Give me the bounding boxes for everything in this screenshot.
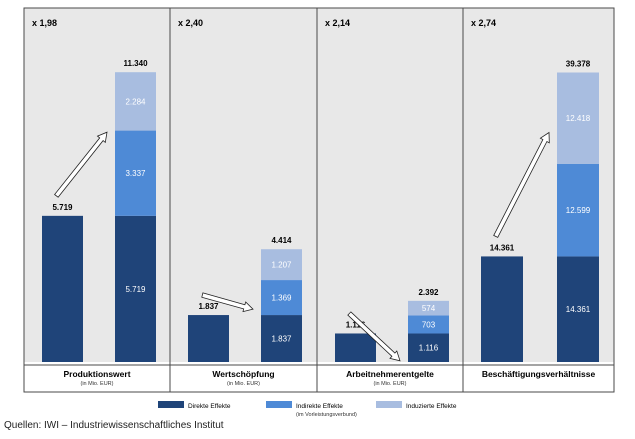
multiplier-label: x 2,74	[471, 18, 496, 28]
legend-label-indirect: Indirekte Effekte	[296, 403, 343, 410]
panel-title: Beschäftigungsverhältnisse	[482, 369, 596, 379]
stack-direct-value: 1.116	[419, 344, 439, 353]
stack-induced	[557, 72, 599, 164]
panel-unit: (in Mio. EUR)	[227, 381, 260, 387]
chart-frame	[23, 7, 615, 393]
panel-unit: (in Mio. EUR)	[80, 381, 113, 387]
growth-arrow-icon	[201, 292, 254, 313]
stack-direct-value: 14.361	[566, 305, 591, 314]
stack-indirect	[557, 163, 599, 257]
bar-direct	[481, 256, 523, 362]
stack-indirect-value: 3.337	[125, 169, 146, 178]
bar-direct-value: 1.116	[346, 320, 366, 329]
stack-direct	[408, 333, 449, 362]
panel-unit: (in Mio. EUR)	[373, 381, 406, 387]
stack-indirect-value: 703	[422, 320, 436, 329]
growth-arrow-icon	[347, 311, 401, 362]
stack-induced	[261, 249, 302, 281]
stack-direct	[557, 256, 599, 362]
stack-direct-value: 1.837	[271, 335, 292, 344]
stack-total-value: 39.378	[566, 60, 591, 69]
stack-induced	[408, 300, 449, 316]
source-note: Quellen: IWI – Industriewissenschaftlich…	[4, 420, 224, 431]
legend-swatch-direct	[158, 401, 184, 408]
stack-direct-value: 5.719	[125, 285, 146, 294]
growth-arrow-icon	[54, 131, 108, 198]
stack-induced-value: 12.418	[566, 114, 591, 123]
multiplier-label: x 1,98	[32, 18, 57, 28]
stack-induced-value: 1.207	[271, 261, 292, 270]
stack-total-value: 11.340	[123, 59, 148, 68]
legend-label-induced: Induzierte Effekte	[406, 403, 457, 410]
stack-induced-value: 574	[422, 304, 436, 313]
legend-swatch-induced	[376, 401, 402, 408]
stack-indirect-value: 12.599	[566, 206, 591, 215]
stack-induced	[115, 72, 156, 131]
multiplier-label: x 2,40	[178, 18, 203, 28]
growth-arrow-icon	[493, 131, 550, 238]
multiplier-label: x 2,14	[325, 18, 350, 28]
legend-swatch-indirect	[266, 401, 292, 408]
stack-total-value: 4.414	[271, 236, 292, 245]
bar-direct-value: 14.361	[490, 243, 515, 252]
stack-indirect	[115, 130, 156, 216]
bar-direct	[335, 333, 376, 362]
legend-label-direct: Direkte Effekte	[188, 403, 231, 410]
stack-indirect	[408, 315, 449, 334]
stack-indirect-value: 1.369	[271, 294, 292, 303]
panel-title: Produktionswert	[63, 369, 130, 379]
stack-induced-value: 2.284	[125, 97, 146, 106]
bar-direct	[42, 215, 83, 362]
stack-total-value: 2.392	[418, 288, 439, 297]
bar-direct-value: 5.719	[52, 203, 73, 212]
stack-direct	[261, 315, 302, 362]
stack-direct	[115, 215, 156, 362]
bar-direct-value: 1.837	[198, 302, 219, 311]
stack-indirect	[261, 280, 302, 316]
panel-title: Wertschöpfung	[212, 369, 274, 379]
bar-direct	[188, 315, 229, 362]
panel-title: Arbeitnehmerentgelte	[346, 369, 434, 379]
legend-sub-indirect: (im Vorleistungsverbund)	[296, 412, 357, 418]
